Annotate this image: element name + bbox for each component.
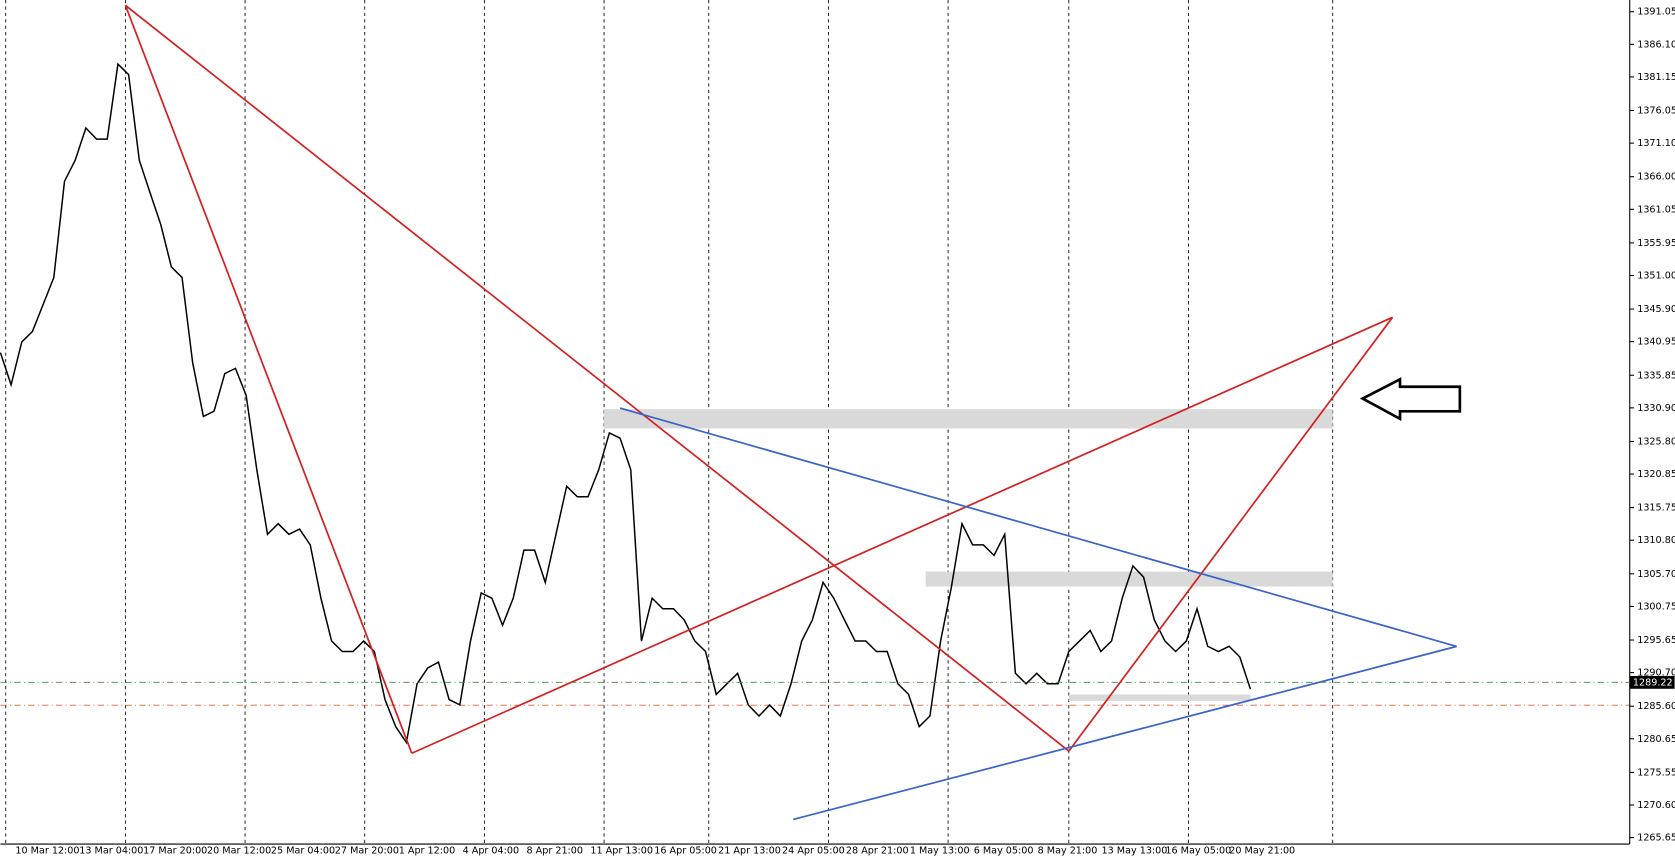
y-tick-label: 1361.05 xyxy=(1637,204,1675,215)
y-tick-label: 1376.05 xyxy=(1637,106,1675,117)
y-tick-label: 1355.95 xyxy=(1637,238,1675,249)
trendline xyxy=(124,5,413,754)
x-tick-label: 20 May 21:00 xyxy=(1229,845,1295,856)
x-tick-label: 8 May 21:00 xyxy=(1038,845,1098,856)
current-price-tag xyxy=(1629,675,1675,689)
price-line xyxy=(0,62,1252,745)
trendlines xyxy=(124,4,1457,821)
x-tick-label: 13 May 13:00 xyxy=(1102,845,1168,856)
y-tick-label: 1290.70 xyxy=(1637,668,1675,679)
x-tick-label: 10 Mar 12:00 xyxy=(15,845,79,856)
x-tick-label: 16 Apr 05:00 xyxy=(654,845,717,856)
x-tick-label: 11 Apr 13:00 xyxy=(590,845,653,856)
y-tick-label: 1345.90 xyxy=(1637,304,1675,315)
arrow xyxy=(1359,377,1462,422)
x-tick-label: 6 May 05:00 xyxy=(974,845,1034,856)
y-tick-label: 1335.85 xyxy=(1637,370,1675,381)
y-tick-label: 1310.80 xyxy=(1637,535,1675,546)
x-tick-label: 4 Apr 04:00 xyxy=(463,845,520,856)
x-tick-label: 20 Mar 12:00 xyxy=(207,845,271,856)
y-tick-label: 1295.65 xyxy=(1637,635,1675,646)
trendline xyxy=(1068,316,1394,752)
x-tick-label: 28 Apr 21:00 xyxy=(846,845,909,856)
x-tick-label: 21 Apr 13:00 xyxy=(718,845,781,856)
trendline xyxy=(619,407,1457,648)
x-tick-label: 24 Apr 05:00 xyxy=(782,845,845,856)
x-tick-label: 25 Mar 04:00 xyxy=(271,845,335,856)
y-tick-label: 1381.15 xyxy=(1637,72,1675,83)
y-tick-label: 1366.00 xyxy=(1637,172,1675,183)
y-tick-label: 1315.75 xyxy=(1637,503,1675,514)
trendline xyxy=(792,645,1457,821)
y-tick-label: 1351.00 xyxy=(1637,270,1675,281)
y-tick-label: 1340.95 xyxy=(1637,337,1675,348)
x-tick-label: 8 Apr 21:00 xyxy=(526,845,583,856)
y-tick-label: 1386.10 xyxy=(1637,39,1675,50)
y-tick-label: 1330.90 xyxy=(1637,403,1675,414)
current-price-label: 1289.22 xyxy=(1633,677,1673,688)
trendline xyxy=(124,4,1070,752)
zone xyxy=(604,409,1333,429)
y-tick-label: 1275.55 xyxy=(1637,767,1675,778)
x-tick-label: 13 Mar 04:00 xyxy=(79,845,143,856)
zone xyxy=(1068,694,1251,701)
y-tick-label: 1325.80 xyxy=(1637,436,1675,447)
x-tick-label: 27 Mar 20:00 xyxy=(335,845,399,856)
y-tick-label: 1280.65 xyxy=(1637,734,1675,745)
x-tick-label: 1 Apr 12:00 xyxy=(399,845,456,856)
y-tick-label: 1300.75 xyxy=(1637,601,1675,612)
y-tick-label: 1320.85 xyxy=(1637,469,1675,480)
y-tick-label: 1265.65 xyxy=(1637,833,1675,844)
x-tick-label: 17 Mar 20:00 xyxy=(143,845,207,856)
y-tick-label: 1305.70 xyxy=(1637,569,1675,580)
y-tick-label: 1371.10 xyxy=(1637,138,1675,149)
trendline xyxy=(411,316,1393,755)
x-tick-label: 1 May 13:00 xyxy=(910,845,970,856)
price-layer xyxy=(0,62,1252,745)
y-tick-label: 1270.60 xyxy=(1637,800,1675,811)
y-tick-label: 1285.60 xyxy=(1637,701,1675,712)
y-tick-label: 1391.05 xyxy=(1637,7,1675,18)
x-tick-label: 16 May 05:00 xyxy=(1165,845,1231,856)
